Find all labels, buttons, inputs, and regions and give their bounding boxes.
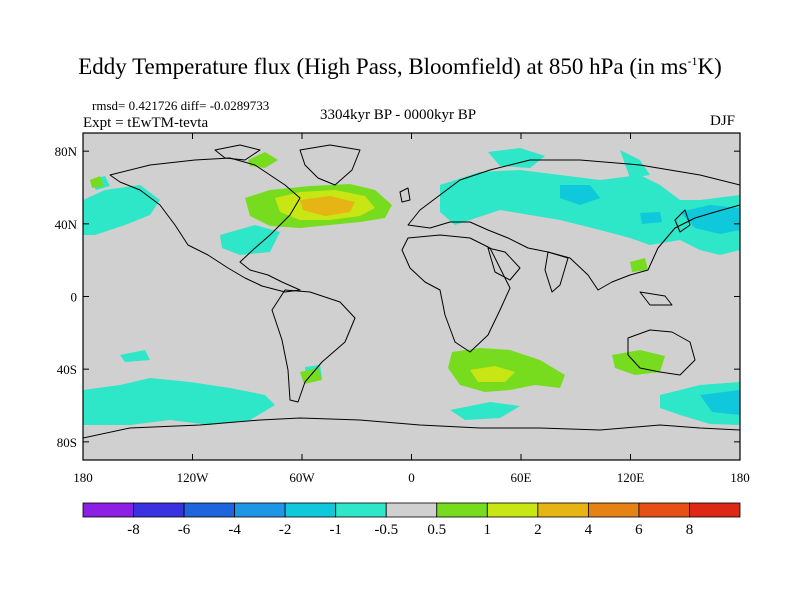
colorbar-label: 2	[534, 522, 542, 538]
colorbar-box	[436, 502, 488, 518]
experiment-label: Expt = tEwTM-tevta	[83, 115, 209, 131]
colorbar-label: 8	[686, 522, 694, 538]
colorbar-box	[183, 502, 236, 518]
colorbar-label: -2	[279, 522, 292, 538]
stats-text: rmsd= 0.421726 diff= -0.0289733	[92, 98, 270, 113]
lat-tick-label: 40S	[57, 362, 77, 377]
colorbar-label: -0.5	[374, 522, 398, 538]
lon-tick-label: 180	[73, 470, 93, 485]
colorbar-box	[689, 502, 741, 518]
colorbar-box	[284, 502, 337, 518]
lon-tick-label: 180	[730, 470, 750, 485]
period-label: 3304kyr BP - 0000kyr BP	[320, 107, 477, 123]
lon-tick-label: 120W	[177, 470, 210, 485]
season-label: DJF	[710, 113, 736, 129]
colorbar-box	[234, 502, 286, 518]
colorbar-box	[385, 502, 438, 518]
colorbar-box	[82, 502, 134, 518]
colorbar-label: -1	[329, 522, 342, 538]
anomaly-fields	[83, 148, 740, 425]
lat-tick-label: 80N	[55, 144, 78, 159]
coastlines	[83, 144, 740, 439]
colorbar-label: 0.5	[427, 522, 446, 538]
colorbar-box	[335, 502, 387, 518]
lat-tick-label: 0	[71, 290, 78, 305]
lon-tick-label: 60W	[289, 470, 315, 485]
colorbar-label: -6	[178, 522, 191, 538]
lat-tick-label: 80S	[57, 435, 77, 450]
chart-title: Eddy Temperature flux (High Pass, Bloomf…	[78, 54, 722, 79]
colorbar-label: -8	[127, 522, 140, 538]
colorbar-box	[638, 502, 690, 518]
colorbar-label: 6	[635, 522, 643, 538]
lon-tick-label: 120E	[617, 470, 645, 485]
colorbar-label: 1	[484, 522, 492, 538]
colorbar-box	[133, 502, 185, 518]
colorbar-box	[587, 502, 640, 518]
colorbar-label: -4	[228, 522, 241, 538]
colorbar-label: 4	[585, 522, 593, 538]
colorbar-box	[537, 502, 589, 518]
lat-tick-label: 40N	[55, 217, 78, 232]
lon-tick-label: 0	[408, 470, 415, 485]
colorbar-box	[486, 502, 539, 518]
lon-tick-label: 60E	[511, 470, 532, 485]
